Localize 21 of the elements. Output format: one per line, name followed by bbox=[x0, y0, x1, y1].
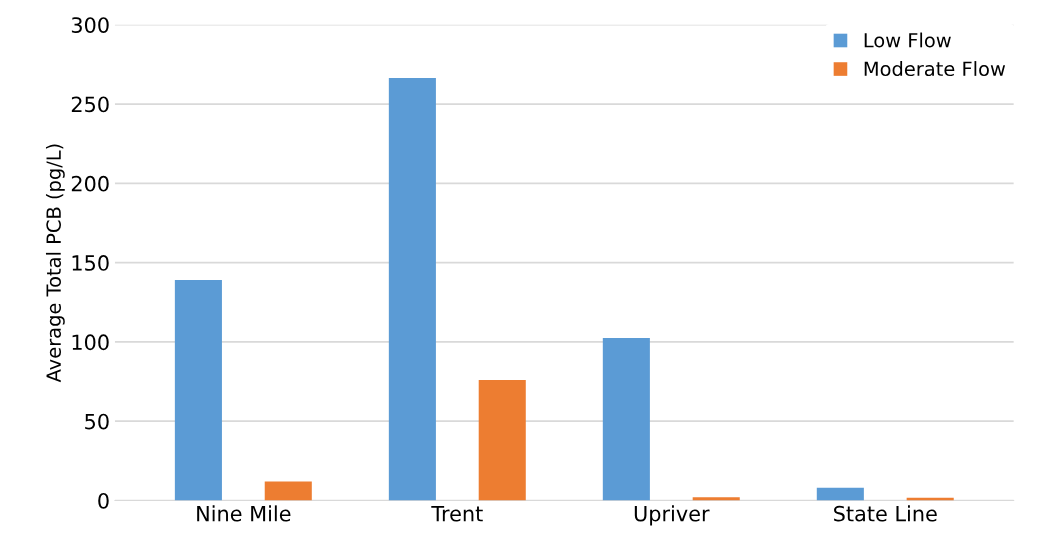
y-tick-label: 100 bbox=[72, 334, 109, 351]
bar bbox=[602, 337, 650, 501]
legend-label: Moderate Flow bbox=[864, 61, 1006, 77]
y-axis-title: Average Total PCB (pg/L) bbox=[45, 144, 65, 383]
x-tick-label: Trent bbox=[431, 506, 483, 522]
bar bbox=[174, 280, 222, 501]
bar bbox=[816, 487, 864, 501]
y-tick-label: 300 bbox=[71, 17, 109, 33]
bar bbox=[264, 481, 312, 501]
x-tick-label: Nine Mile bbox=[197, 505, 291, 522]
bar bbox=[388, 77, 436, 501]
y-tick-label: 0 bbox=[98, 492, 109, 509]
y-tick-label: 150 bbox=[72, 255, 109, 271]
x-tick-label: Upriver bbox=[634, 505, 710, 526]
bar bbox=[478, 379, 526, 501]
legend-label: Low Flow bbox=[864, 32, 951, 48]
bar bbox=[692, 497, 740, 501]
y-tick-label: 50 bbox=[85, 413, 109, 430]
x-tick-label: State Line bbox=[834, 505, 937, 522]
y-tick-label: 250 bbox=[71, 96, 109, 113]
y-tick-label: 200 bbox=[71, 175, 109, 192]
